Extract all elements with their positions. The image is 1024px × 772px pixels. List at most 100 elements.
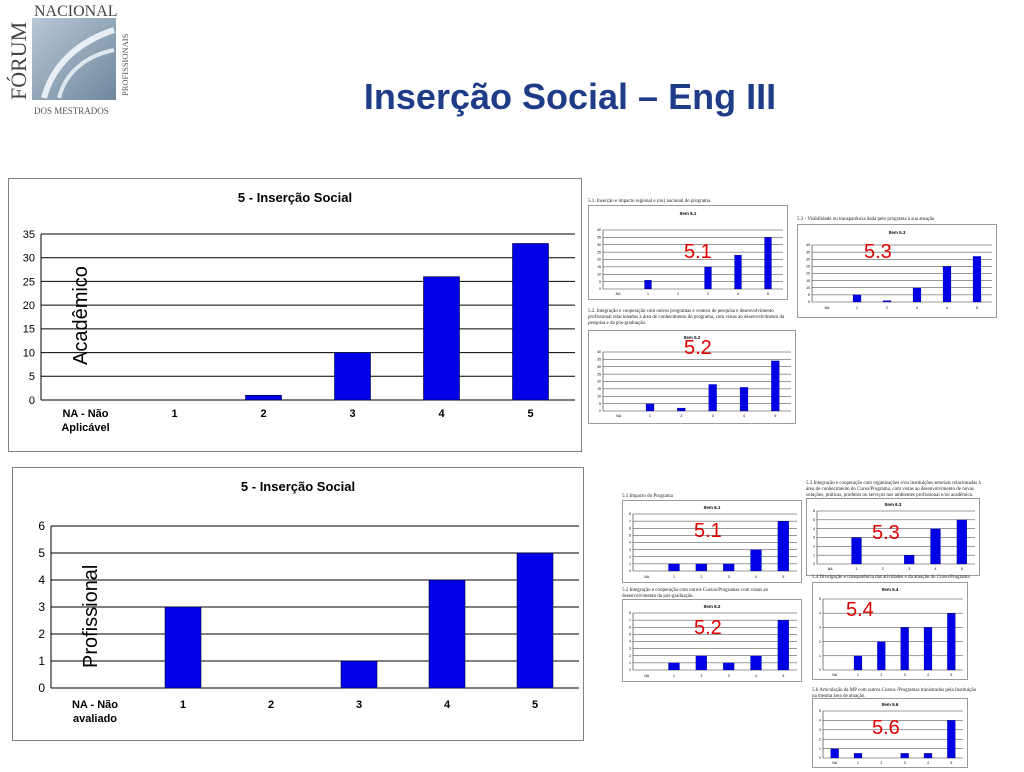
bar bbox=[750, 655, 762, 671]
y-tick-label: 10 bbox=[597, 394, 601, 398]
category-label: 5 bbox=[950, 673, 952, 677]
y-tick-label: 25 bbox=[806, 265, 810, 269]
y-tick-label: 1 bbox=[819, 654, 821, 658]
caption-a52: 5.2. Integração e cooperação com outros … bbox=[588, 309, 785, 326]
y-tick-label: 15 bbox=[597, 387, 601, 391]
annotation-a51: 5.1 bbox=[684, 241, 712, 263]
caption-p51: 5.1 Impacto do Programa bbox=[622, 494, 673, 499]
y-tick-label: 25 bbox=[23, 276, 35, 288]
y-tick-label: 0 bbox=[629, 569, 631, 573]
category-label: 5 bbox=[950, 761, 952, 765]
y-tick-label: 0 bbox=[38, 681, 45, 695]
y-tick-label: 3 bbox=[813, 536, 815, 540]
chart-profissional-panel: 5 - Inserção Social 0 1 2 3 4 5 6 NA - Não avalia… bbox=[12, 467, 584, 741]
y-tick-label: 7 bbox=[629, 519, 631, 523]
y-tick-label: 10 bbox=[23, 347, 35, 359]
y-tick-label: 6 bbox=[629, 625, 631, 629]
y-tick-label: 35 bbox=[597, 358, 601, 362]
y-tick-label: 15 bbox=[806, 279, 810, 283]
y-tick-label: 0 bbox=[819, 756, 821, 760]
category-label: 4 bbox=[927, 673, 929, 677]
category-label: 5 bbox=[976, 306, 978, 310]
category-label: 3 bbox=[728, 575, 730, 579]
bar bbox=[739, 387, 749, 412]
category-label: 3 bbox=[916, 306, 918, 310]
mini-chart-p53-panel: Item 6.3 0 1 2 3 4 5 6 NA 1 2 3 4 5 bbox=[806, 498, 980, 576]
category-label: NA bbox=[832, 673, 838, 677]
annotation-a52: 5.2 bbox=[684, 337, 712, 359]
y-tick-label: 5 bbox=[599, 402, 601, 406]
y-tick-label: 15 bbox=[597, 265, 601, 269]
mini-chart-p52-panel: Item 6.2 0 1 2 3 4 5 6 7 8 NA 1 2 3 4 5 bbox=[622, 599, 802, 682]
bar bbox=[423, 276, 460, 401]
category-label: 1 bbox=[180, 699, 186, 711]
chart-academico-panel: 5 - Inserção Social 0 5 10 15 20 25 30 35 NA - Nã… bbox=[8, 178, 582, 452]
y-tick-label: 8 bbox=[629, 512, 631, 516]
annotation-a53: 5.3 bbox=[864, 241, 892, 263]
caption-p52: 5.2 Integração e cooperação com outros C… bbox=[622, 588, 769, 599]
bar bbox=[704, 266, 712, 290]
category-label: 4 bbox=[755, 674, 757, 678]
mini-chart-a51: Item 5.1 0 5 10 15 20 25 30 35 40 NA 1 2 3 4 5 bbox=[597, 211, 783, 296]
bar bbox=[930, 528, 941, 565]
label-academico: Acadêmico bbox=[70, 266, 92, 365]
y-tick-label: 5 bbox=[629, 633, 631, 637]
y-tick-label: 0 bbox=[813, 562, 815, 566]
y-tick-label: 0 bbox=[29, 395, 35, 407]
category-label: NA - Não bbox=[72, 699, 118, 711]
bar bbox=[877, 641, 886, 671]
logo-forum-text: FÓRUM bbox=[6, 22, 31, 100]
bar bbox=[668, 563, 680, 572]
caption-p56: 5.6 Articulação da MP com outros Cursos … bbox=[812, 688, 977, 699]
bar bbox=[428, 579, 466, 689]
bar bbox=[923, 627, 933, 671]
chart-profissional: 5 - Inserção Social 0 1 2 3 4 5 6 NA - Não avalia… bbox=[38, 479, 579, 725]
y-tick-label: 30 bbox=[597, 243, 601, 247]
y-tick-label: 2 bbox=[629, 555, 631, 559]
y-tick-label: 4 bbox=[38, 573, 45, 587]
y-tick-label: 0 bbox=[629, 668, 631, 672]
y-tick-label: 5 bbox=[38, 546, 45, 560]
bar bbox=[912, 287, 922, 303]
y-tick-label: 3 bbox=[819, 728, 821, 732]
bar bbox=[340, 660, 378, 689]
y-tick-label: 30 bbox=[597, 365, 601, 369]
category-label: 2 bbox=[700, 674, 702, 678]
category-label: NA - Não bbox=[62, 408, 108, 420]
category-label: 2 bbox=[886, 306, 888, 310]
y-tick-label: 2 bbox=[813, 545, 815, 549]
y-tick-label: 6 bbox=[813, 509, 815, 513]
annotation-p52: 5.2 bbox=[694, 617, 722, 639]
bar bbox=[972, 256, 982, 303]
category-label: 3 bbox=[904, 673, 906, 677]
caption-p54: 5.4 Divulgação e transparência das ativi… bbox=[812, 575, 970, 580]
category-label: 4 bbox=[927, 761, 929, 765]
bar bbox=[777, 620, 789, 671]
bar bbox=[882, 300, 892, 303]
mini-chart-p56-panel: Item 5.6 0 1 2 3 4 5 NA 1 2 3 4 5 bbox=[812, 698, 968, 768]
category-label: 2 bbox=[880, 673, 882, 677]
y-tick-label: 2 bbox=[629, 654, 631, 658]
bar bbox=[942, 266, 952, 303]
chart-title: Item 6.1 bbox=[704, 505, 721, 510]
y-tick-label: 1 bbox=[629, 661, 631, 665]
bar bbox=[723, 662, 735, 671]
annotation-p56: 5.6 bbox=[872, 717, 900, 739]
y-tick-label: 20 bbox=[597, 258, 601, 262]
y-tick-label: 1 bbox=[629, 562, 631, 566]
mini-chart-a51-panel: Item 5.1 0 5 10 15 20 25 30 35 40 NA 1 2 3 4 5 bbox=[588, 205, 788, 300]
mini-chart-a53: Item 5.3 0 5 10 15 20 25 30 35 40 NA 1 2 3 4 5 bbox=[806, 230, 992, 310]
category-label: 1 bbox=[857, 673, 859, 677]
y-tick-label: 5 bbox=[819, 709, 821, 713]
annotation-p53: 5.3 bbox=[872, 522, 900, 544]
y-tick-label: 0 bbox=[819, 668, 821, 672]
bar bbox=[853, 655, 863, 671]
category-label: 4 bbox=[755, 575, 757, 579]
y-tick-label: 10 bbox=[806, 286, 810, 290]
y-tick-label: 4 bbox=[629, 541, 631, 545]
bar bbox=[830, 748, 839, 759]
bar bbox=[771, 360, 780, 412]
category-label: 4 bbox=[946, 306, 948, 310]
bar bbox=[764, 237, 772, 290]
bar bbox=[947, 720, 956, 759]
